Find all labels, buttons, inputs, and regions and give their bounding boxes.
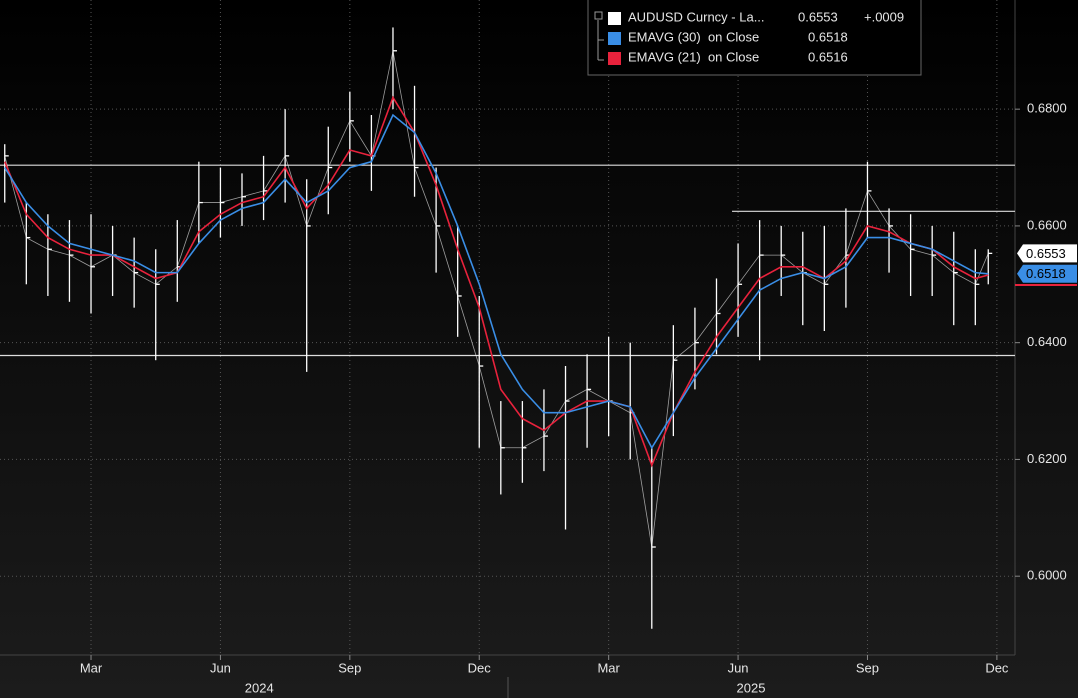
- legend: AUDUSD Curncy - La... 0.6553 +.0009 EMAVG (…: [587, 0, 922, 76]
- legend-label: EMAVG (21) on Close: [628, 49, 759, 64]
- x-tick-label: Jun: [728, 660, 749, 675]
- ema-line: [4, 113, 989, 450]
- y-tick-label: 0.6800: [1027, 101, 1067, 116]
- legend-collapse: [594, 11, 603, 20]
- legend-value: 0.6518: [808, 29, 848, 44]
- legend-swatch: [608, 52, 621, 65]
- x-tick-label: Sep: [856, 660, 879, 675]
- legend-label: AUDUSD Curncy - La...: [628, 9, 765, 24]
- y-tick-label: 0.6600: [1027, 217, 1067, 232]
- legend-box: [587, 0, 922, 76]
- x-tick-label: Dec: [468, 660, 492, 675]
- x-tick-label: Mar: [80, 660, 103, 675]
- x-tick-label: Sep: [338, 660, 361, 675]
- y-tick-label: 0.6400: [1027, 334, 1067, 349]
- x-tick-label: Mar: [597, 660, 620, 675]
- x-tick-label: Jun: [210, 660, 231, 675]
- y-tick-label: 0.6000: [1027, 568, 1067, 583]
- y-tick-label: 0.6200: [1027, 451, 1067, 466]
- legend-value: 0.6553: [798, 9, 838, 24]
- ema-line: [4, 95, 989, 468]
- legend-value: 0.6516: [808, 49, 848, 64]
- year-label: 2025: [737, 680, 766, 695]
- price-tag: [1017, 244, 1077, 263]
- legend-change: +.0009: [864, 9, 904, 24]
- year-label: 2024: [245, 680, 274, 695]
- x-tick-label: Dec: [985, 660, 1009, 675]
- price-tag-label: 0.6518: [1026, 266, 1066, 281]
- legend-tree: [597, 20, 604, 61]
- legend-swatch: [608, 12, 621, 25]
- legend-swatch: [608, 32, 621, 45]
- legend-label: EMAVG (30) on Close: [628, 29, 759, 44]
- price-tag-label: 0.6553: [1026, 246, 1066, 261]
- price-tag: [1017, 264, 1077, 283]
